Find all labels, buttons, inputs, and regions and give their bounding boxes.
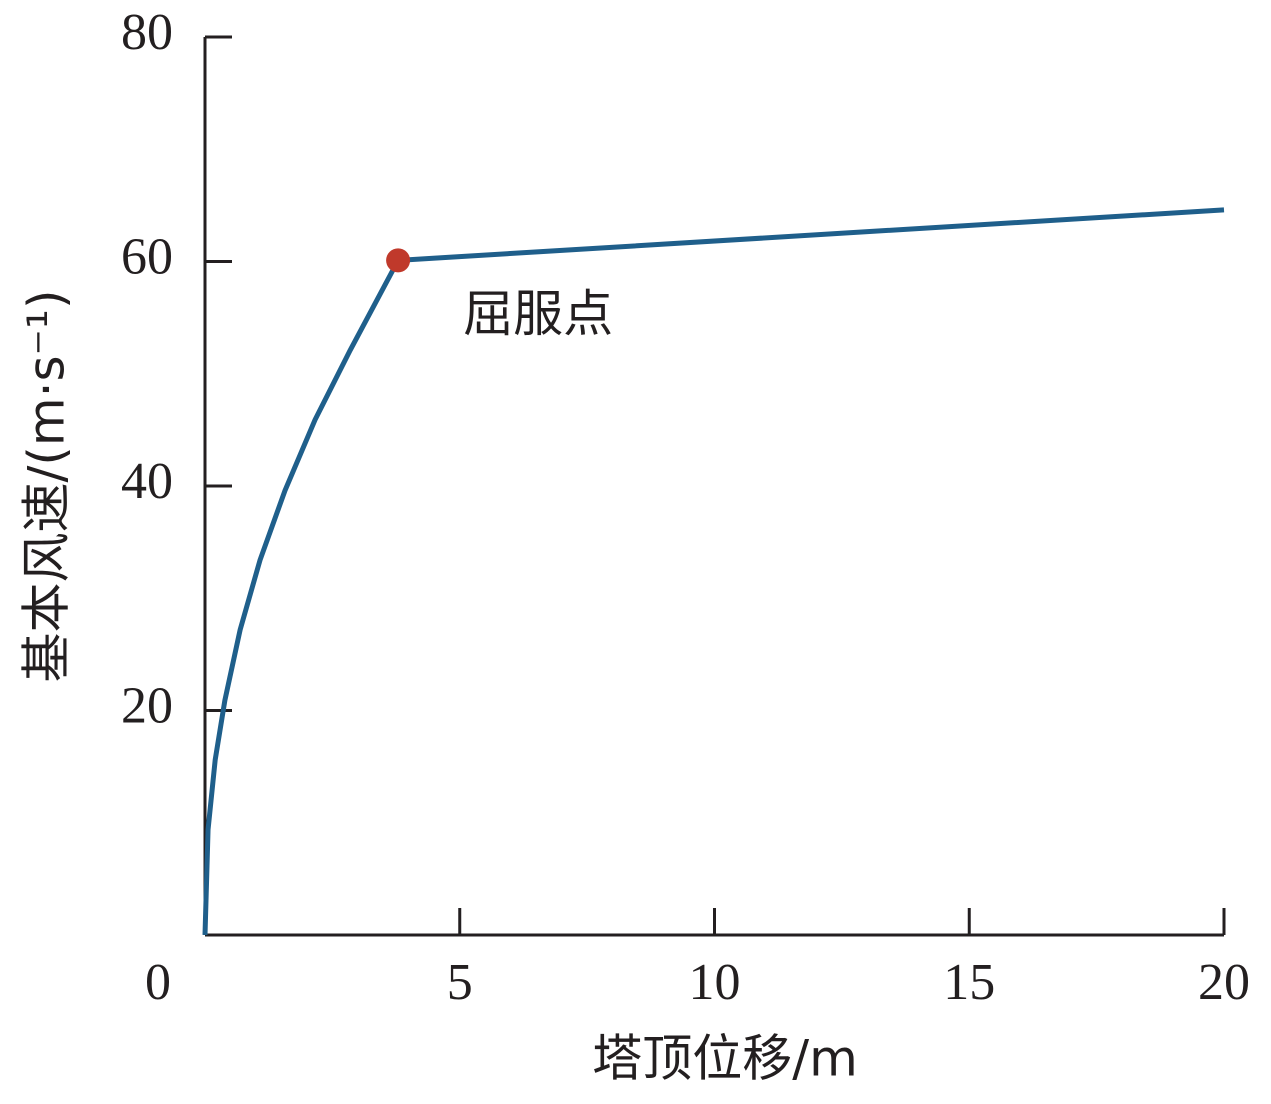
x-tick-label: 10: [689, 954, 741, 1011]
annotation: 屈服点: [463, 285, 613, 343]
x-tick-label: 20: [1198, 954, 1250, 1011]
x-tick-label: 5: [447, 954, 473, 1011]
x-axis-label: 塔顶位移/m: [592, 1030, 858, 1088]
data-line: [202, 207, 1225, 936]
x-tick-label: 15: [943, 954, 995, 1011]
x-tick-label: 0: [145, 954, 171, 1011]
y-tick-label: 60: [121, 228, 173, 285]
y-tick-label: 40: [121, 453, 173, 510]
y-tick-label: 20: [121, 677, 173, 734]
y-axis-label: 基本风速/(m·s⁻¹): [18, 290, 76, 683]
yield-point: [386, 248, 411, 273]
y-tick-label: 80: [121, 4, 173, 61]
